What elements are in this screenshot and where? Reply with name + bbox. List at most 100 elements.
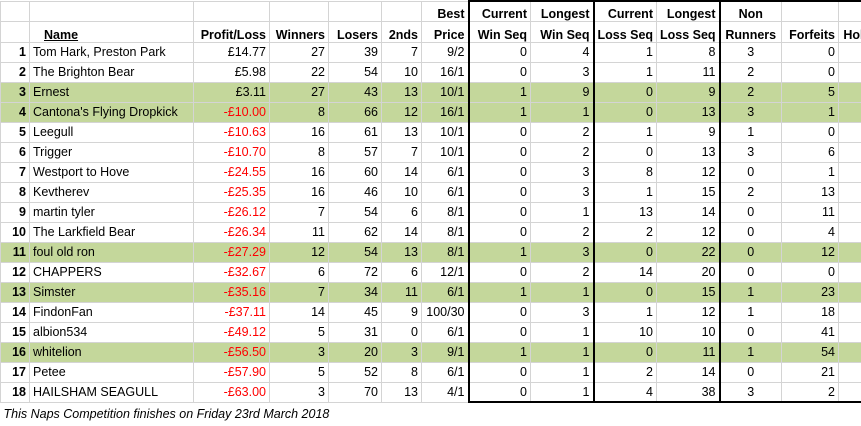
- seconds-cell: 0: [381, 321, 422, 343]
- current-loss-seq-cell: 4: [593, 381, 657, 403]
- current-loss-seq-cell: 1: [593, 41, 657, 63]
- current-win-seq-cell: 0: [467, 261, 531, 283]
- current-loss-seq-cell: 0: [593, 101, 657, 123]
- longest-loss-seq-cell: 8: [656, 41, 721, 63]
- header-current-win-bottom: Win Seq: [467, 20, 531, 43]
- header-2nds: 2nds: [381, 20, 422, 43]
- forfeits-cell: 1: [781, 161, 839, 183]
- losers-cell: 70: [328, 381, 382, 403]
- losers-cell: 43: [328, 81, 382, 103]
- header-winners: Winners: [269, 20, 329, 43]
- profit-loss-cell: -£49.12: [193, 321, 270, 343]
- longest-win-seq-cell: 2: [530, 261, 595, 283]
- non-runners-cell: 2: [719, 61, 782, 83]
- winners-cell: 8: [269, 141, 329, 163]
- header-longest-win-bottom: Win Seq: [530, 20, 595, 43]
- seconds-cell: 13: [381, 81, 422, 103]
- current-win-seq-cell: 1: [467, 101, 531, 123]
- player-name-cell: Westport to Hove: [29, 161, 194, 183]
- non-runners-cell: 2: [719, 181, 782, 203]
- current-loss-seq-cell: 14: [593, 261, 657, 283]
- holiday-cell: 0: [838, 301, 861, 323]
- non-runners-cell: 0: [719, 161, 782, 183]
- profit-loss-cell: -£10.63: [193, 121, 270, 143]
- longest-win-seq-cell: 1: [530, 341, 595, 363]
- winners-cell: 22: [269, 61, 329, 83]
- best-price-cell: 16/1: [421, 101, 469, 123]
- seconds-cell: 14: [381, 161, 422, 183]
- position-cell: 14: [0, 301, 30, 323]
- seconds-cell: 11: [381, 281, 422, 303]
- player-name-cell: Simster: [29, 281, 194, 303]
- seconds-cell: 6: [381, 261, 422, 283]
- header-losers: Losers: [328, 20, 382, 43]
- non-runners-cell: 0: [719, 321, 782, 343]
- position-cell: 7: [0, 161, 30, 183]
- seconds-cell: 10: [381, 61, 422, 83]
- seconds-cell: 12: [381, 101, 422, 123]
- winners-cell: 7: [269, 281, 329, 303]
- player-name-cell: Leegull: [29, 121, 194, 143]
- player-name-cell: Ernest: [29, 81, 194, 103]
- longest-win-seq-cell: 1: [530, 201, 595, 223]
- current-loss-seq-cell: 0: [593, 81, 657, 103]
- current-loss-seq-cell: 13: [593, 201, 657, 223]
- winners-cell: 16: [269, 181, 329, 203]
- seconds-cell: 6: [381, 201, 422, 223]
- forfeits-cell: 18: [781, 301, 839, 323]
- longest-loss-seq-cell: 14: [656, 201, 721, 223]
- table-row: 7 Westport to Hove -£24.55 16 60 14 6/1 0 3 8 12 0 1…: [0, 161, 861, 183]
- table-row: 4 Cantona's Flying Dropkick -£10.00 8 66 12 16…: [0, 101, 861, 123]
- current-loss-seq-cell: 10: [593, 321, 657, 343]
- winners-cell: 27: [269, 41, 329, 63]
- winners-cell: 3: [269, 381, 329, 403]
- winners-cell: 27: [269, 81, 329, 103]
- header-current-loss-top: Current: [593, 0, 657, 22]
- losers-cell: 31: [328, 321, 382, 343]
- position-cell: 13: [0, 281, 30, 303]
- profit-loss-cell: -£26.12: [193, 201, 270, 223]
- longest-win-seq-cell: 3: [530, 241, 595, 263]
- longest-win-seq-cell: 3: [530, 301, 595, 323]
- profit-loss-cell: -£26.34: [193, 221, 270, 243]
- forfeits-cell: 6: [781, 141, 839, 163]
- header-non-runners-bottom: Runners: [719, 20, 782, 43]
- holiday-cell: 1: [838, 181, 861, 203]
- losers-cell: 45: [328, 301, 382, 323]
- best-price-cell: 6/1: [421, 321, 469, 343]
- non-runners-cell: 0: [719, 261, 782, 283]
- longest-loss-seq-cell: 12: [656, 161, 721, 183]
- forfeits-cell: 0: [781, 261, 839, 283]
- non-runners-cell: 3: [719, 141, 782, 163]
- longest-win-seq-cell: 2: [530, 221, 595, 243]
- current-win-seq-cell: 0: [467, 141, 531, 163]
- forfeits-cell: 11: [781, 201, 839, 223]
- best-price-cell: 9/2: [421, 41, 469, 63]
- best-price-cell: 6/1: [421, 361, 469, 383]
- profit-loss-cell: -£37.11: [193, 301, 270, 323]
- player-name-cell: The Larkfield Bear: [29, 221, 194, 243]
- player-name-cell: foul old ron: [29, 241, 194, 263]
- player-name-cell: whitelion: [29, 341, 194, 363]
- longest-loss-seq-cell: 11: [656, 341, 721, 363]
- holiday-cell: 0: [838, 381, 861, 403]
- winners-cell: 7: [269, 201, 329, 223]
- non-runners-cell: 1: [719, 281, 782, 303]
- current-win-seq-cell: 0: [467, 181, 531, 203]
- longest-win-seq-cell: 3: [530, 61, 595, 83]
- winners-cell: 8: [269, 101, 329, 123]
- best-price-cell: 8/1: [421, 241, 469, 263]
- longest-win-seq-cell: 1: [530, 361, 595, 383]
- position-cell: 10: [0, 221, 30, 243]
- longest-win-seq-cell: 4: [530, 41, 595, 63]
- player-name-cell: Trigger: [29, 141, 194, 163]
- current-win-seq-cell: 0: [467, 361, 531, 383]
- current-win-seq-cell: 0: [467, 161, 531, 183]
- losers-cell: 62: [328, 221, 382, 243]
- position-cell: 17: [0, 361, 30, 383]
- seconds-cell: 8: [381, 361, 422, 383]
